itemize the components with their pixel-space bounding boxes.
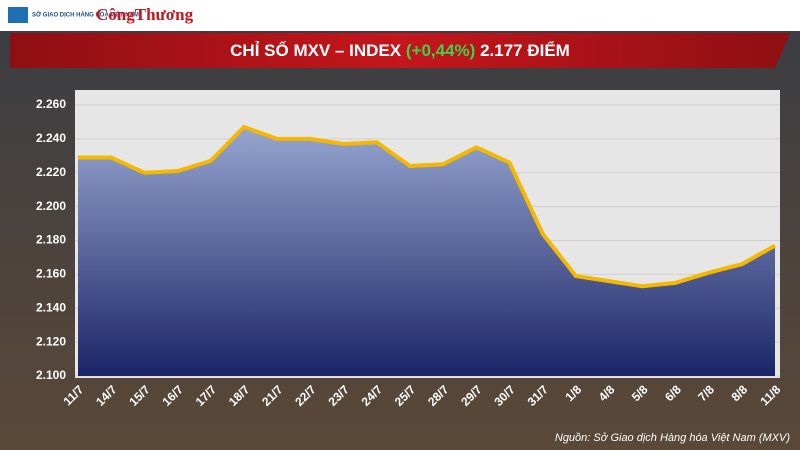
y-tick-label: 2.260 bbox=[36, 97, 66, 111]
y-tick-label: 2.180 bbox=[36, 233, 66, 247]
title-main: CHỈ SỐ MXV – INDEX bbox=[230, 40, 402, 60]
y-tick-label: 2.140 bbox=[36, 300, 66, 314]
y-tick-label: 2.220 bbox=[36, 165, 66, 179]
title-value: 2.177 ĐIỂM bbox=[480, 41, 570, 60]
chart-title: CHỈ SỐ MXV – INDEX (+0,44%) 2.177 ĐIỂM bbox=[230, 40, 570, 60]
y-tick-label: 2.240 bbox=[36, 131, 66, 145]
y-tick-label: 2.160 bbox=[36, 267, 66, 281]
title-banner bbox=[10, 33, 790, 68]
header-bar bbox=[0, 0, 800, 31]
logo-right: CôngThương bbox=[96, 5, 194, 24]
series-line bbox=[78, 125, 776, 289]
area-fill bbox=[78, 127, 775, 376]
logo-icon bbox=[8, 7, 28, 23]
title-change: (+0,44%) bbox=[406, 41, 475, 60]
y-tick-label: 2.100 bbox=[36, 368, 66, 382]
y-tick-label: 2.200 bbox=[36, 199, 66, 213]
source-note: Nguồn: Sở Giao dịch Hàng hóa Việt Nam (M… bbox=[555, 432, 790, 444]
y-tick-label: 2.120 bbox=[36, 334, 66, 348]
logo-left: SỞ GIAO DỊCH HÀNG HÓA VIỆT NAM bbox=[32, 11, 139, 19]
